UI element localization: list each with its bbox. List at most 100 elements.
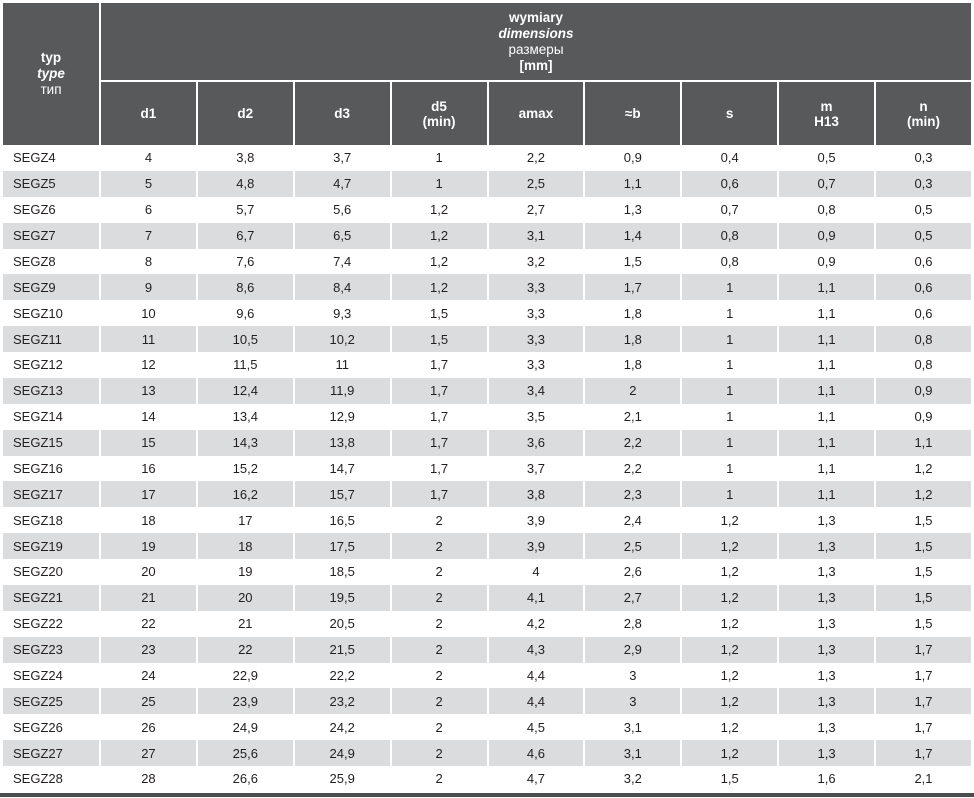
row-type-label: SEGZ18 <box>3 507 99 534</box>
value-cell: 4,8 <box>195 170 293 197</box>
value-cell: 1,7 <box>583 274 681 301</box>
value-cell: 1 <box>389 145 487 171</box>
value-cell: 24 <box>99 662 196 689</box>
value-cell: 3,7 <box>486 455 584 482</box>
value-cell: 2 <box>389 766 487 792</box>
table-row: SEGZ10 10 9,6 9,3 1,5 3,3 1,8 1 1,1 0,6 <box>3 300 971 327</box>
value-cell: 1,2 <box>389 274 487 301</box>
value-cell: 28 <box>99 766 196 792</box>
row-type-label: SEGZ8 <box>3 248 99 275</box>
value-cell: 1,2 <box>680 740 778 766</box>
value-cell: 1,2 <box>874 455 971 482</box>
value-cell: 1,3 <box>777 662 874 689</box>
value-cell: 2 <box>389 740 487 766</box>
value-cell: 14 <box>99 403 196 430</box>
value-cell: 1,3 <box>777 740 874 766</box>
value-cell: 3,9 <box>486 533 584 559</box>
value-cell: 5,6 <box>292 196 390 223</box>
value-cell: 2 <box>389 533 487 559</box>
value-cell: 1,3 <box>777 610 874 637</box>
value-cell: 1,1 <box>777 481 874 508</box>
value-cell: 1,5 <box>874 559 971 585</box>
value-cell: 16 <box>99 455 196 482</box>
value-cell: 2,6 <box>583 559 681 585</box>
value-cell: 4,5 <box>486 714 584 741</box>
table-row: SEGZ5 5 4,8 4,7 1 2,5 1,1 0,6 0,7 0,3 <box>3 170 971 197</box>
value-cell: 10,5 <box>195 326 293 352</box>
value-cell: 19 <box>195 559 293 585</box>
value-cell: 16,2 <box>195 481 293 508</box>
row-type-label: SEGZ23 <box>3 636 99 663</box>
value-cell: 2,2 <box>583 455 681 482</box>
value-cell: 20,5 <box>292 610 390 637</box>
value-cell: 7,4 <box>292 248 390 275</box>
table-header: typ type тип wymiary dimensions размеры … <box>3 3 971 145</box>
value-cell: 10 <box>99 300 196 327</box>
column-header-s: s <box>680 80 778 145</box>
row-type-label: SEGZ12 <box>3 352 99 378</box>
value-cell: 0,7 <box>777 170 874 197</box>
row-type-label: SEGZ16 <box>3 455 99 482</box>
value-cell: 0,9 <box>874 403 971 430</box>
value-cell: 1,3 <box>777 584 874 611</box>
dimensions-table: typ type тип wymiary dimensions размеры … <box>3 3 971 792</box>
value-cell: 5,7 <box>195 196 293 223</box>
value-cell: 14,7 <box>292 455 390 482</box>
value-cell: 2 <box>583 377 681 404</box>
value-cell: 13,8 <box>292 429 390 456</box>
table-row: SEGZ27 27 25,6 24,9 2 4,6 3,1 1,2 1,3 1,7 <box>3 740 971 766</box>
value-cell: 1,2 <box>680 533 778 559</box>
value-cell: 1,7 <box>389 481 487 508</box>
value-cell: 0,8 <box>777 196 874 223</box>
table-row: SEGZ23 23 22 21,5 2 4,3 2,9 1,2 1,3 1,7 <box>3 636 971 663</box>
value-cell: 1,5 <box>389 326 487 352</box>
value-cell: 1,7 <box>874 636 971 663</box>
value-cell: 1,8 <box>583 300 681 327</box>
row-type-label: SEGZ10 <box>3 300 99 327</box>
value-cell: 25 <box>99 688 196 715</box>
value-cell: 1,2 <box>389 196 487 223</box>
value-cell: 9,3 <box>292 300 390 327</box>
type-label-pl: typ <box>40 50 62 65</box>
value-cell: 0,3 <box>874 145 971 171</box>
value-cell: 0,6 <box>680 170 778 197</box>
table-row: SEGZ12 12 11,5 11 1,7 3,3 1,8 1 1,1 0,8 <box>3 352 971 378</box>
table-row: SEGZ6 6 5,7 5,6 1,2 2,7 1,3 0,7 0,8 0,5 <box>3 196 971 223</box>
value-cell: 7 <box>99 222 196 249</box>
value-cell: 20 <box>99 559 196 585</box>
value-cell: 24,2 <box>292 714 390 741</box>
value-cell: 1 <box>680 377 778 404</box>
value-cell: 25,9 <box>292 766 390 792</box>
value-cell: 1,2 <box>680 507 778 534</box>
value-cell: 1,3 <box>777 559 874 585</box>
value-cell: 1,5 <box>874 533 971 559</box>
value-cell: 0,6 <box>874 274 971 301</box>
value-cell: 4,3 <box>486 636 584 663</box>
type-label-en: type <box>37 66 65 81</box>
value-cell: 1,5 <box>874 610 971 637</box>
value-cell: 4 <box>486 559 584 585</box>
value-cell: 3,5 <box>486 403 584 430</box>
value-cell: 1,2 <box>389 248 487 275</box>
column-header-d2: d2 <box>195 80 293 145</box>
value-cell: 1,1 <box>777 300 874 327</box>
value-cell: 4 <box>99 145 196 171</box>
value-cell: 3,3 <box>486 300 584 327</box>
value-cell: 1,1 <box>777 429 874 456</box>
value-cell: 0,5 <box>777 145 874 171</box>
value-cell: 2 <box>389 610 487 637</box>
value-cell: 0,8 <box>874 326 971 352</box>
value-cell: 1 <box>680 455 778 482</box>
value-cell: 15 <box>99 429 196 456</box>
column-header-m-h13: m H13 <box>777 80 874 145</box>
value-cell: 1,8 <box>583 326 681 352</box>
value-cell: 9,6 <box>195 300 293 327</box>
table-row: SEGZ19 19 18 17,5 2 3,9 2,5 1,2 1,3 1,5 <box>3 533 971 559</box>
value-cell: 1 <box>680 274 778 301</box>
value-cell: 1,5 <box>874 507 971 534</box>
value-cell: 15,7 <box>292 481 390 508</box>
table-row: SEGZ4 4 3,8 3,7 1 2,2 0,9 0,4 0,5 0,3 <box>3 145 971 171</box>
value-cell: 3,8 <box>486 481 584 508</box>
value-cell: 24,9 <box>292 740 390 766</box>
dimensions-unit-label: [mm] <box>519 57 553 73</box>
